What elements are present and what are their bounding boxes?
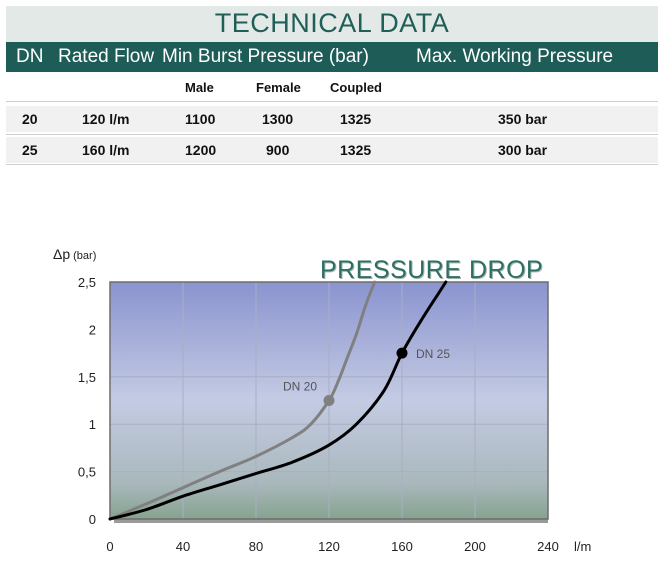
y-tick-label: 1,5 (78, 370, 96, 385)
row1-coupled: 1325 (340, 111, 372, 127)
y-tick-label: 0,5 (78, 465, 96, 480)
y-axis-unit: (bar) (73, 250, 96, 262)
row2-rated-flow: 160 l/m (82, 142, 130, 158)
x-tick-label: 160 (391, 539, 413, 554)
row-divider (6, 164, 658, 165)
row1-rated-flow: 120 l/m (82, 111, 130, 127)
x-tick-label: 80 (249, 539, 263, 554)
x-tick-label: 120 (318, 539, 340, 554)
subheader-male: Male (185, 80, 214, 95)
chart-title: PRESSURE DROP (320, 256, 544, 284)
marker-label-dn-25: DN 25 (416, 347, 450, 361)
table-header-row: DN Rated Flow Min Burst Pressure (bar) M… (6, 42, 658, 72)
row2-female: 900 (266, 142, 290, 158)
table-row (6, 137, 658, 163)
row-divider (6, 101, 658, 102)
plot-border (109, 281, 549, 520)
y-tick-label: 0 (89, 512, 96, 527)
row2-male: 1200 (185, 142, 217, 158)
row1-dn: 20 (22, 111, 38, 127)
row1-male: 1100 (185, 111, 216, 127)
y-tick-label: 2,5 (78, 275, 96, 290)
x-tick-label: 0 (106, 539, 113, 554)
marker-dn-25 (396, 347, 408, 359)
y-axis-symbol: Δp (53, 246, 70, 262)
x-axis-label: l/m (574, 539, 591, 554)
x-tick-labels: 0 40 80 120 160 200 240 (106, 539, 558, 554)
row-divider (6, 134, 658, 135)
row1-max-working: 350 bar (498, 111, 548, 127)
y-tick-label: 1 (89, 417, 96, 432)
technical-data-title-bar: TECHNICAL DATA (6, 6, 658, 43)
header-dn: DN (16, 46, 44, 67)
row2-dn: 25 (22, 142, 38, 158)
y-axis-label: Δp (bar) (53, 246, 96, 262)
row2-max-working: 300 bar (498, 142, 548, 158)
header-min-burst-pressure: Min Burst Pressure (bar) (162, 46, 369, 67)
subheader-coupled: Coupled (330, 80, 382, 95)
y-tick-labels: 0 0,5 1 1,5 2 2,5 (78, 275, 96, 527)
technical-data-title: TECHNICAL DATA (214, 8, 450, 38)
y-tick-label: 2 (89, 322, 96, 337)
header-rated-flow: Rated Flow (58, 46, 155, 67)
marker-label-dn-20: DN 20 (283, 380, 317, 394)
x-tick-label: 40 (176, 539, 190, 554)
header-max-working-pressure: Max. Working Pressure (416, 46, 614, 67)
series-layer: DN 20 DN 25 (108, 280, 450, 521)
marker-dn-20 (323, 395, 335, 406)
subheader-female: Female (256, 80, 301, 95)
x-tick-label: 200 (464, 539, 486, 554)
table-row (6, 106, 658, 132)
row2-coupled: 1325 (340, 142, 372, 158)
row1-female: 1300 (262, 111, 294, 127)
x-tick-label: 240 (537, 539, 559, 554)
grid-lines-y (110, 328, 548, 473)
series-line-dn-25 (108, 280, 448, 521)
series-line-dn-20 (108, 280, 377, 521)
